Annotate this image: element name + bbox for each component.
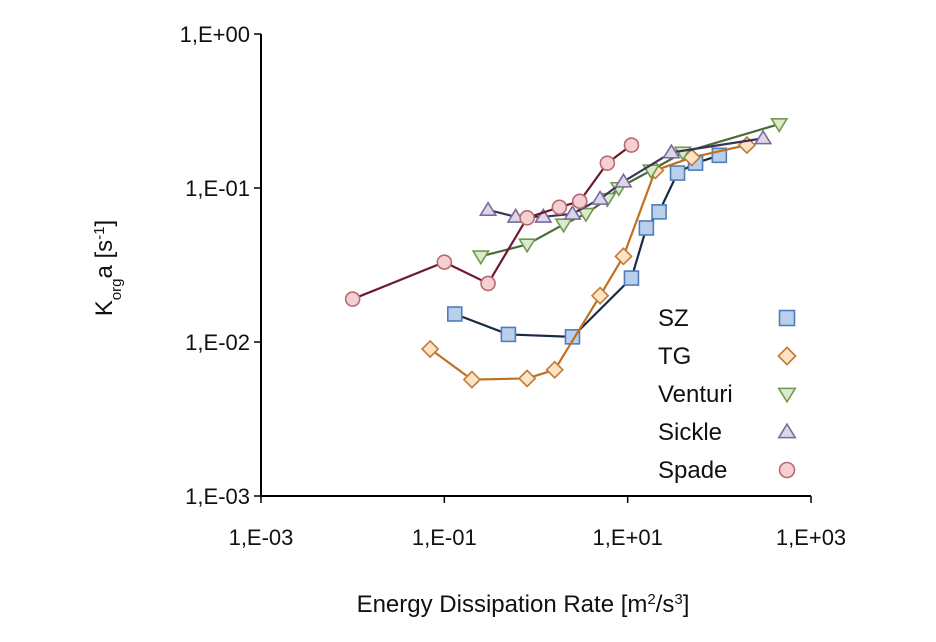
data-point-tg bbox=[420, 339, 440, 359]
data-point-tg bbox=[590, 286, 610, 305]
data-point-venturi bbox=[471, 250, 490, 266]
legend-marker-venturi bbox=[777, 387, 797, 404]
series-sz bbox=[446, 147, 728, 345]
series-layer bbox=[344, 118, 789, 389]
data-point-tg bbox=[614, 247, 633, 266]
series-line-spade bbox=[352, 144, 633, 301]
legend: SZ TG Venturi Sickle Spade bbox=[658, 305, 797, 484]
legend-label-tg: TG bbox=[658, 343, 691, 370]
data-point-venturi bbox=[770, 118, 789, 133]
plot-area bbox=[260, 34, 811, 497]
data-point-tg bbox=[517, 369, 537, 388]
y-axis-label: Korga [s-1] bbox=[91, 220, 125, 316]
data-point-venturi bbox=[517, 238, 537, 254]
legend-marker-sz bbox=[778, 309, 796, 327]
data-point-sickle bbox=[614, 172, 633, 188]
y-axis-label-superscript: -1 bbox=[91, 226, 108, 239]
legend-label-sz: SZ bbox=[658, 305, 689, 332]
x-tick-label: 1,E+03 bbox=[776, 525, 846, 550]
x-axis-label-superscript-2: 3 bbox=[674, 591, 682, 608]
data-point-tg bbox=[462, 370, 482, 389]
data-point-venturi bbox=[554, 218, 573, 234]
legend-marker-sickle bbox=[777, 422, 797, 439]
series-line-tg bbox=[429, 143, 748, 381]
data-point-sickle bbox=[590, 189, 610, 205]
y-tick-label: 1,E+00 bbox=[180, 22, 250, 47]
data-point-spade bbox=[623, 137, 640, 153]
data-point-sz bbox=[638, 220, 655, 236]
x-axis-label-part-3: ] bbox=[683, 591, 690, 618]
y-tick-label: 1,E-02 bbox=[185, 330, 250, 355]
y-tick-label: 1,E-01 bbox=[185, 176, 250, 201]
data-point-sickle bbox=[563, 204, 582, 220]
y-axis-label-part-3: ] bbox=[91, 220, 118, 227]
data-point-sickle bbox=[753, 129, 773, 145]
data-point-venturi bbox=[576, 207, 595, 223]
series-tg bbox=[420, 135, 757, 389]
data-point-spade bbox=[551, 199, 568, 216]
legend-label-spade: Spade bbox=[658, 457, 727, 484]
legend-marker-spade bbox=[778, 461, 796, 479]
x-tick-label: 1,E+01 bbox=[592, 525, 662, 550]
data-point-spade bbox=[599, 155, 616, 171]
x-axis-label-superscript-1: 2 bbox=[647, 591, 655, 608]
x-tick-label: 1,E-01 bbox=[412, 525, 477, 550]
y-axis-label-subscript: org bbox=[108, 279, 125, 301]
x-axis-label: Energy Dissipation Rate [m2/s3] bbox=[357, 591, 690, 619]
data-point-spade bbox=[436, 254, 453, 270]
y-axis-label-part-2: a [s bbox=[91, 240, 118, 279]
x-tick-label: 1,E-03 bbox=[229, 525, 294, 550]
data-point-sickle bbox=[662, 143, 681, 159]
legend-label-sickle: Sickle bbox=[658, 419, 722, 446]
x-axis-label-part-1: Energy Dissipation Rate [m bbox=[357, 591, 648, 618]
data-point-tg bbox=[545, 360, 564, 379]
data-point-sz bbox=[446, 306, 463, 322]
y-axis-label-part-1: K bbox=[91, 300, 118, 316]
legend-label-venturi: Venturi bbox=[658, 381, 733, 408]
y-tick-label: 1,E-03 bbox=[185, 484, 250, 509]
data-point-sz bbox=[651, 204, 667, 220]
series-spade bbox=[344, 137, 640, 307]
axis-ticks: 1,E-03 1,E-02 1,E-01 1,E+00 1,E-03 1,E-01 1,E+… bbox=[180, 22, 847, 550]
data-point-spade bbox=[344, 291, 361, 307]
data-point-spade bbox=[480, 275, 496, 292]
data-point-spade bbox=[571, 193, 588, 210]
data-point-sz bbox=[669, 165, 686, 181]
x-axis-label-part-2: /s bbox=[656, 591, 675, 618]
data-point-sickle bbox=[534, 207, 553, 223]
data-point-sz bbox=[623, 270, 640, 286]
data-point-sz bbox=[500, 326, 517, 343]
data-point-sickle bbox=[478, 201, 498, 217]
legend-marker-tg bbox=[777, 346, 797, 366]
data-point-spade bbox=[519, 210, 535, 226]
